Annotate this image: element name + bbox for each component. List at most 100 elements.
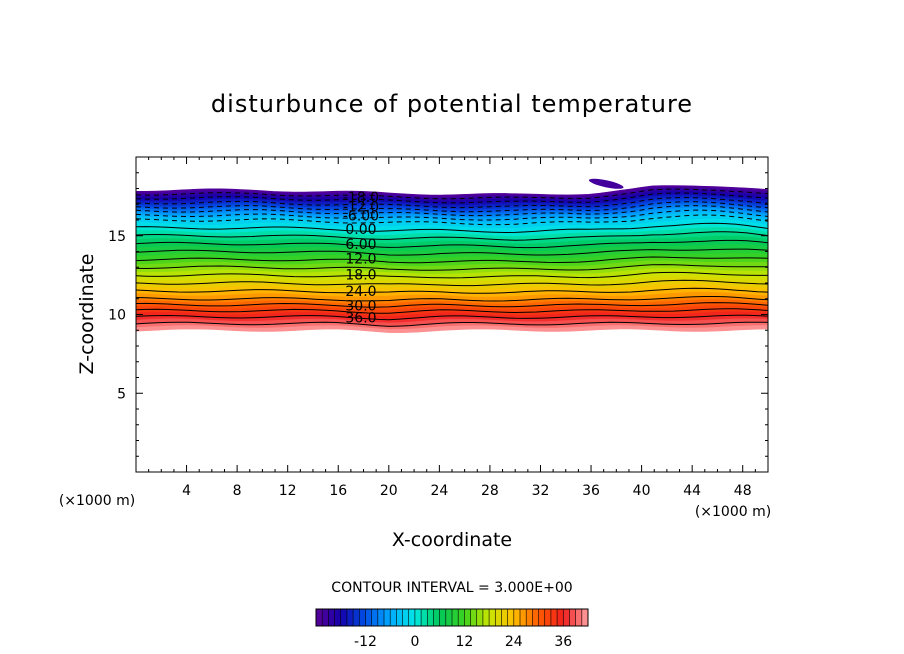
contour-line	[136, 296, 768, 302]
colorbar-swatch	[365, 609, 372, 626]
contour-line	[136, 192, 768, 204]
x-tick-label: 20	[380, 483, 398, 499]
colorbar-swatch	[575, 609, 583, 626]
x-unit-label: (×1000 m)	[59, 493, 135, 509]
colorbar-tick-label: 12	[455, 634, 473, 650]
colorbar-swatch	[414, 609, 422, 626]
colorbar-swatch	[340, 609, 348, 626]
colorbar-swatch	[353, 609, 360, 626]
x-tick-label: 24	[430, 483, 448, 499]
contour-line	[136, 287, 768, 294]
colorbar-swatch	[402, 609, 410, 626]
contour-line	[136, 222, 768, 234]
contour-label: -12.0	[343, 200, 379, 216]
contour-label: -18.0	[343, 190, 379, 206]
contour-label: 36.0	[345, 310, 376, 326]
colorbar-swatch	[507, 609, 515, 626]
contour-line	[136, 201, 768, 213]
colorbar-swatch	[569, 609, 576, 626]
colorbar-swatch	[513, 609, 521, 626]
colorbar	[315, 609, 589, 626]
contour-line	[136, 279, 768, 287]
colorbar-swatch	[550, 609, 558, 626]
colorbar-swatch	[371, 609, 379, 626]
colorbar-swatch	[482, 609, 490, 626]
x-axis-ticks: 4 8 12 16 20 24 28 32 36 40 44 48	[148, 157, 756, 499]
colorbar-swatch	[520, 609, 527, 626]
colorbar-swatch	[421, 609, 428, 626]
y-tick-label: 15	[108, 229, 126, 245]
colorbar-swatch	[390, 609, 397, 626]
contour-line	[136, 321, 768, 327]
colorbar-swatch	[408, 609, 416, 626]
colorbar-frame	[315, 608, 589, 627]
colorbar-tick-label: 0	[410, 634, 419, 650]
colorbar-swatch	[501, 609, 508, 626]
contour-labels: -18.0-12.0-6.000.006.0012.018.024.030.03…	[343, 190, 379, 326]
x-tick-label: 16	[329, 483, 347, 499]
y-tick-label: 10	[108, 308, 126, 324]
colorbar-swatch	[470, 609, 478, 626]
isolated-negative-patch	[588, 178, 624, 189]
contour-label: -6.00	[343, 209, 379, 225]
x-tick-label: 4	[182, 483, 191, 499]
x-tick-label: 48	[734, 483, 752, 499]
contour-fill	[136, 178, 768, 334]
colorbar-tick-label: -12	[354, 634, 377, 650]
contour-line	[136, 188, 768, 200]
colorbar-swatch	[544, 609, 552, 626]
contour-line	[136, 231, 768, 241]
colorbar-swatch	[538, 609, 546, 626]
contour-line	[136, 214, 768, 226]
contour-line	[136, 239, 768, 249]
x-tick-label: 36	[582, 483, 600, 499]
colorbar-swatch	[464, 609, 471, 626]
colorbar-tick-label: 24	[505, 634, 523, 650]
x-tick-label: 32	[532, 483, 550, 499]
contour-line	[136, 302, 768, 308]
contour-line	[136, 209, 768, 221]
colorbar-swatch	[346, 609, 354, 626]
colorbar-swatch	[316, 609, 323, 626]
contour-lines	[136, 188, 768, 327]
x-tick-label: 12	[279, 483, 297, 499]
colorbar-swatch	[476, 609, 484, 626]
colorbar-swatch	[452, 609, 459, 626]
contour-line	[136, 271, 768, 279]
contour-label: 12.0	[345, 252, 376, 268]
contour-label: 24.0	[345, 284, 376, 300]
x-tick-label: 28	[481, 483, 499, 499]
colorbar-swatch	[445, 609, 453, 626]
contour-line	[136, 308, 768, 314]
contour-label: 6.00	[345, 237, 376, 253]
colorbar-swatch	[334, 609, 342, 626]
colorbar-swatch	[526, 609, 533, 626]
colorbar-ticks: -12 0 12 24 36	[354, 634, 572, 650]
colorbar-swatch	[489, 609, 496, 626]
colorbar-swatch	[532, 609, 539, 626]
x-tick-label: 8	[233, 483, 242, 499]
chart-title: disturbunce of potential temperature	[211, 90, 693, 118]
colorbar-tick-label: 36	[554, 634, 572, 650]
colorbar-swatch	[581, 609, 589, 626]
colorbar-swatch	[563, 609, 570, 626]
y-unit-label: (×1000 m)	[695, 504, 771, 520]
contour-label: 30.0	[345, 299, 376, 315]
colorbar-swatch	[495, 609, 502, 626]
colorbar-swatch	[557, 609, 564, 626]
x-axis-label: X-coordinate	[392, 529, 512, 551]
contour-line	[136, 314, 768, 321]
x-tick-label: 44	[683, 483, 701, 499]
colorbar-swatch	[458, 609, 465, 626]
colorbar-swatch	[328, 609, 335, 626]
colorbar-swatch	[433, 609, 440, 626]
colorbar-swatch	[322, 609, 329, 626]
contour-band	[136, 325, 768, 334]
colorbar-swatch	[396, 609, 403, 626]
contour-line	[136, 264, 768, 271]
x-tick-label: 40	[633, 483, 651, 499]
contour-interval-text: CONTOUR INTERVAL = 3.000E+00	[331, 580, 572, 596]
contour-label: 18.0	[345, 267, 376, 283]
y-tick-label: 5	[117, 386, 126, 402]
